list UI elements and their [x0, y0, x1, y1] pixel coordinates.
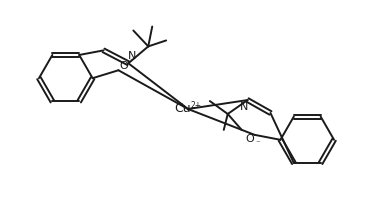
- Text: O: O: [245, 134, 254, 144]
- Text: ⁻: ⁻: [129, 57, 134, 66]
- Text: Cu: Cu: [175, 102, 191, 116]
- Text: O: O: [119, 61, 128, 71]
- Text: N: N: [240, 102, 248, 112]
- Text: ⁻: ⁻: [255, 139, 260, 148]
- Text: N: N: [128, 51, 136, 61]
- Text: 2+: 2+: [190, 100, 202, 109]
